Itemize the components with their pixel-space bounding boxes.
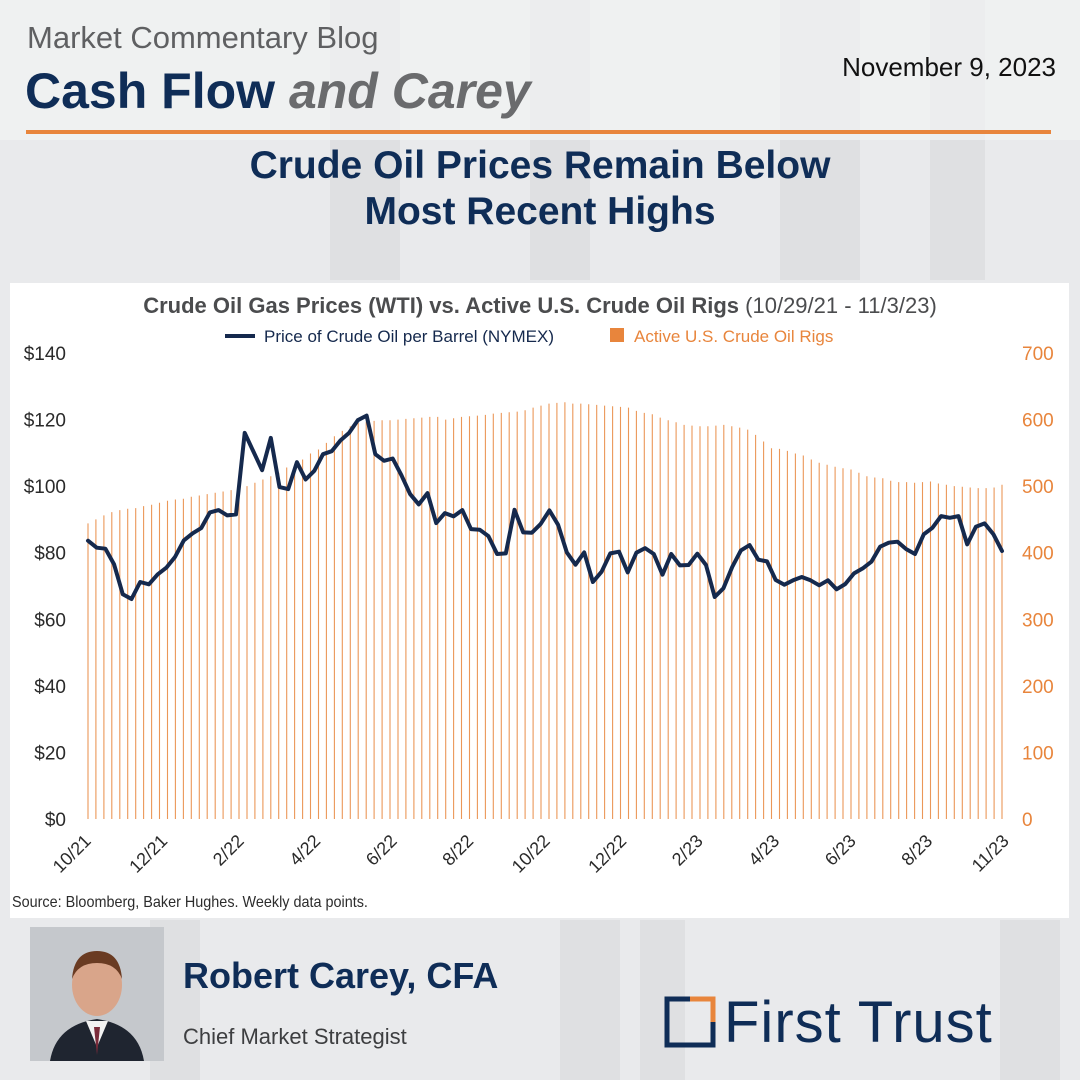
chart-title: Crude Oil Gas Prices (WTI) vs. Active U.… xyxy=(143,293,937,318)
x-tick-label: 11/23 xyxy=(968,831,1013,876)
y-left-tick-label: $100 xyxy=(24,477,66,498)
y-left-tick-label: $140 xyxy=(24,344,66,365)
x-tick-label: 6/23 xyxy=(821,831,860,870)
publish-date: November 9, 2023 xyxy=(842,52,1056,82)
x-tick-label: 8/22 xyxy=(438,831,477,870)
legend-price-label: Price of Crude Oil per Barrel (NYMEX) xyxy=(264,327,554,346)
chart-title-range: (10/29/21 - 11/3/23) xyxy=(745,293,937,318)
y-left-tick-label: $120 xyxy=(24,411,66,432)
blog-label: Market Commentary Blog xyxy=(27,20,379,55)
y-right-tick-label: 200 xyxy=(1022,677,1054,698)
y-left-tick-label: $60 xyxy=(34,610,66,631)
legend: Price of Crude Oil per Barrel (NYMEX) Ac… xyxy=(225,327,833,346)
y-left-tick-label: $40 xyxy=(34,677,66,698)
price-line-group xyxy=(86,413,1004,601)
x-tick-label: 2/23 xyxy=(668,831,707,870)
x-tick-label: 4/23 xyxy=(744,831,783,870)
y-right-tick-label: 600 xyxy=(1022,411,1054,432)
x-tick-label: 2/22 xyxy=(209,831,248,870)
author-name: Robert Carey, CFA xyxy=(183,955,499,996)
y-right-tick-label: 0 xyxy=(1022,810,1033,831)
y-right-tick-label: 500 xyxy=(1022,477,1054,498)
headline-line-2: Most Recent Highs xyxy=(364,190,716,233)
x-tick-label: 10/21 xyxy=(49,831,95,877)
legend-rigs-label: Active U.S. Crude Oil Rigs xyxy=(634,327,833,346)
x-tick-label: 8/23 xyxy=(897,831,936,870)
y-right-tick-label: 700 xyxy=(1022,344,1054,365)
price-line xyxy=(86,413,1004,601)
author-photo xyxy=(30,927,164,1061)
x-tick-label: 12/22 xyxy=(584,831,630,877)
source-note: Source: Bloomberg, Baker Hughes. Weekly … xyxy=(12,894,368,911)
x-tick-label: 6/22 xyxy=(362,831,401,870)
x-tick-label: 10/22 xyxy=(508,831,554,877)
blog-title-main: Cash Flow xyxy=(25,63,276,119)
legend-bar-swatch xyxy=(610,328,624,342)
first-trust-logo-icon xyxy=(664,996,716,1048)
x-tick-label: 12/21 xyxy=(125,831,171,877)
blog-title: Cash Flow and Carey xyxy=(25,62,531,120)
logo-text: First Trust xyxy=(724,989,993,1055)
y-right-tick-label: 300 xyxy=(1022,610,1054,631)
headline-line-1: Crude Oil Prices Remain Below xyxy=(249,144,831,187)
headline: Crude Oil Prices Remain Below Most Recen… xyxy=(0,143,1080,235)
y-left-tick-label: $20 xyxy=(34,743,66,764)
x-tick-label: 4/22 xyxy=(285,831,324,870)
chart-panel xyxy=(10,283,1069,918)
y-left-tick-label: $80 xyxy=(34,544,66,565)
y-right-tick-label: 400 xyxy=(1022,544,1054,565)
divider xyxy=(26,130,1051,134)
blog-title-italic: and Carey xyxy=(288,63,531,119)
author-title: Chief Market Strategist xyxy=(183,1024,407,1049)
chart-title-main: Crude Oil Gas Prices (WTI) vs. Active U.… xyxy=(143,293,739,318)
y-right-tick-label: 100 xyxy=(1022,743,1054,764)
company-logo: First Trust xyxy=(664,989,993,1055)
y-left-tick-label: $0 xyxy=(45,810,66,831)
author-portrait-icon xyxy=(30,927,164,1061)
rig-bars xyxy=(87,402,1003,819)
